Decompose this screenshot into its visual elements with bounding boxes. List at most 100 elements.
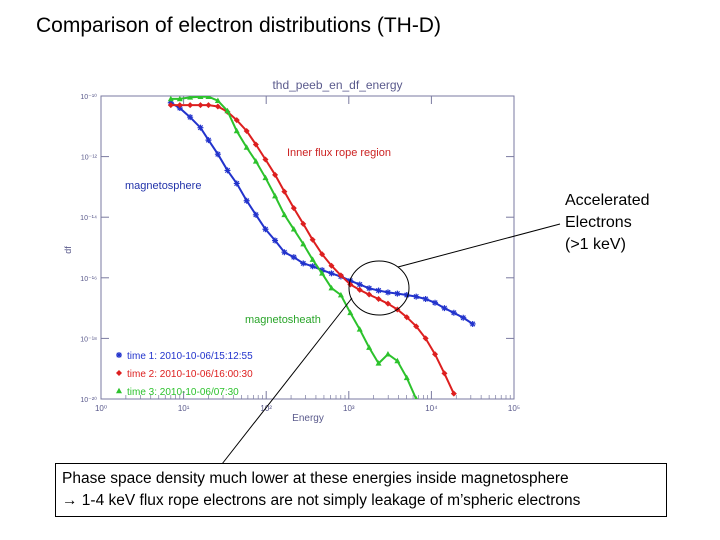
y-tick-label: 10⁻¹⁶ [80, 276, 97, 283]
series-2 [167, 102, 457, 397]
data-point [281, 188, 288, 195]
legend-marker-2 [116, 370, 122, 376]
data-point [328, 284, 335, 291]
data-point [167, 96, 174, 102]
data-point [262, 226, 269, 233]
data-point [356, 281, 363, 288]
data-point [319, 267, 326, 274]
x-tick-label: 10³ [343, 404, 355, 413]
data-point [214, 97, 221, 103]
data-point [432, 351, 439, 358]
note-connector [221, 297, 353, 465]
data-point [272, 171, 279, 178]
data-point [347, 309, 354, 316]
y-tick-label: 10⁻¹⁰ [80, 93, 97, 101]
x-tick-label: 10⁴ [425, 404, 438, 413]
data-point [450, 390, 457, 397]
data-point [290, 205, 297, 212]
data-point [281, 249, 288, 256]
conclusion-box: Phase space density much lower at these … [55, 463, 667, 517]
data-point [197, 102, 204, 109]
data-point [394, 357, 401, 364]
data-point [337, 291, 344, 298]
data-point [328, 270, 335, 277]
data-point [187, 114, 194, 121]
data-point [281, 211, 288, 218]
data-point [214, 103, 221, 110]
data-point [403, 374, 410, 381]
slide-title: Comparison of electron distributions (TH… [36, 14, 441, 37]
data-point [300, 260, 307, 267]
data-point [205, 102, 212, 109]
data-point [469, 320, 476, 327]
x-tick-label: 10¹ [178, 404, 190, 413]
data-point [422, 335, 429, 342]
data-point [441, 370, 448, 377]
annotation-magnetosheath: magnetosheath [245, 314, 321, 326]
x-tick-label: 10² [260, 404, 272, 413]
data-point [413, 293, 420, 300]
data-point [300, 220, 307, 227]
data-point [375, 287, 382, 294]
data-point [233, 127, 240, 134]
callout-line-2: Electrons [565, 214, 632, 231]
data-point [366, 344, 373, 350]
data-point [272, 237, 279, 244]
data-point [272, 192, 279, 199]
data-point [233, 180, 240, 187]
y-axis-label: df [63, 246, 73, 254]
legend-label-2: time 2: 2010-10-06/16:00:30 [127, 369, 253, 380]
highlight-ellipse [348, 260, 410, 316]
data-point [375, 360, 382, 366]
x-axis-label: Energy [292, 413, 324, 424]
y-tick-label: 10⁻¹⁴ [80, 215, 97, 222]
series-1 [167, 99, 476, 327]
data-point [309, 263, 316, 270]
x-tick-label: 10⁰ [95, 404, 107, 413]
conclusion-line-1: Phase space density much lower at these … [62, 470, 569, 487]
data-point [243, 197, 250, 204]
data-point [319, 251, 326, 258]
data-point [394, 290, 401, 297]
data-point [214, 151, 221, 158]
chart-title: thd_peeb_en_df_energy [272, 78, 402, 92]
legend-label-3: time 3: 2010-10-06/07:30 [127, 387, 239, 398]
data-point [432, 299, 439, 306]
data-point [262, 174, 269, 181]
data-point [441, 305, 448, 312]
data-point [290, 254, 297, 261]
data-point [300, 240, 307, 247]
data-point [413, 323, 420, 330]
data-point [167, 102, 174, 109]
y-tick-label: 10⁻¹⁸ [80, 336, 97, 343]
data-point [187, 96, 194, 100]
data-point [205, 96, 212, 99]
callout-line-3: (>1 keV) [565, 236, 626, 253]
series-3 [167, 96, 418, 399]
data-point [243, 127, 250, 134]
legend-label-1: time 1: 2010-10-06/15:12:55 [127, 351, 253, 362]
series-line-3 [170, 96, 418, 399]
data-point [176, 102, 183, 109]
data-point [319, 270, 326, 276]
data-point [384, 289, 391, 296]
plot-frame [100, 95, 515, 400]
data-point [252, 141, 259, 148]
data-point [375, 295, 382, 302]
legend-marker-3 [116, 387, 122, 394]
callout-text: Accelerated Electrons (>1 keV) [565, 190, 650, 256]
x-tick-label: 10⁵ [508, 404, 520, 413]
data-point [337, 272, 344, 279]
data-point [252, 211, 259, 218]
data-point [356, 286, 363, 293]
data-point [243, 144, 250, 150]
callout-connector [397, 223, 561, 268]
data-point [309, 236, 316, 243]
data-point [197, 96, 204, 99]
data-point [384, 300, 391, 307]
data-point [262, 156, 269, 163]
data-point [403, 292, 410, 299]
data-point [197, 124, 204, 131]
data-point [176, 96, 183, 102]
